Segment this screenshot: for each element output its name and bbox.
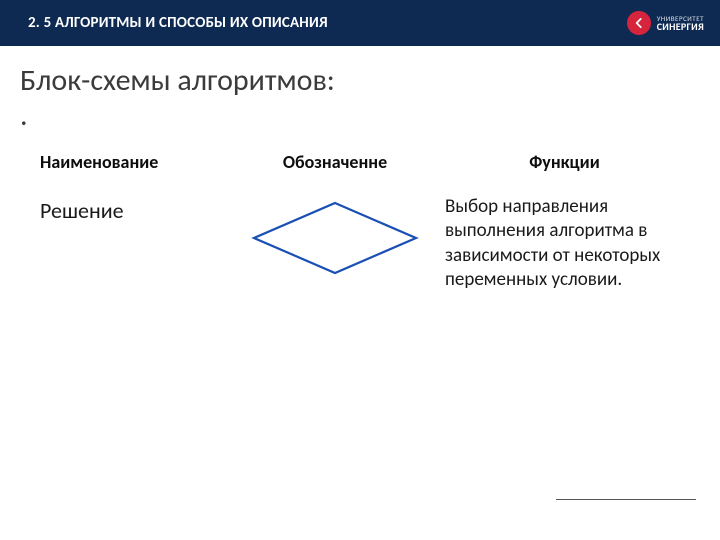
row-function: Выбор направления выполнения алгоритма в…: [435, 195, 694, 292]
row-name: Решение: [40, 195, 235, 292]
slide-title-line1: Блок-схемы алгоритмов: .: [20, 62, 335, 134]
col-header-function: Функции: [435, 151, 694, 195]
col-header-symbol: Обозначенне: [235, 151, 435, 195]
logo-line1: УНИВЕРСИТЕТ: [657, 15, 704, 22]
content-area: Наименование Обозначенне Функции Решение…: [0, 133, 720, 292]
university-logo: УНИВЕРСИТЕТ СИНЕРГИЯ: [627, 11, 704, 35]
chevron-left-icon: [632, 16, 646, 30]
section-title: 2. 5 АЛГОРИТМЫ И СПОСОБЫ ИХ ОПИСАНИЯ: [28, 14, 328, 32]
logo-text: УНИВЕРСИТЕТ СИНЕРГИЯ: [657, 15, 704, 32]
logo-badge: [627, 11, 651, 35]
logo-line2: СИНЕРГИЯ: [657, 22, 704, 32]
col-header-name: Наименование: [40, 151, 235, 195]
column-headers-row: Наименование Обозначенне Функции Решение…: [40, 151, 694, 292]
header-bar: 2. 5 АЛГОРИТМЫ И СПОСОБЫ ИХ ОПИСАНИЯ УНИ…: [0, 0, 720, 46]
row-symbol: [235, 195, 435, 292]
diamond-shape-icon: [250, 199, 420, 277]
slide-title: Блок-схемы алгоритмов: .: [0, 46, 720, 133]
footer-line: [556, 499, 696, 500]
